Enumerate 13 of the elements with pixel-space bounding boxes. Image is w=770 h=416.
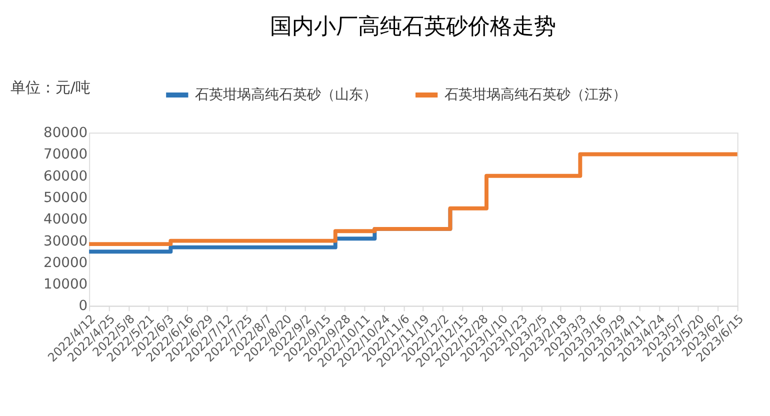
y-tick-label: 30000 — [44, 233, 88, 250]
legend-label: 石英坩埚高纯石英砂（山东） — [194, 86, 377, 103]
y-tick-label: 20000 — [44, 254, 88, 271]
y-tick-label: 0 — [78, 298, 88, 314]
legend-label: 石英坩埚高纯石英砂（江苏） — [444, 86, 626, 103]
y-tick-label: 80000 — [44, 125, 88, 142]
chart-title: 国内小厂高纯石英砂价格走势 — [270, 14, 556, 40]
y-axis-title: 单位：元/吨 — [10, 79, 90, 96]
y-tick-label: 60000 — [44, 168, 88, 184]
y-tick-label: 40000 — [44, 212, 88, 228]
y-tick-label: 70000 — [44, 146, 88, 163]
y-tick-label: 50000 — [44, 190, 88, 206]
y-tick-label: 10000 — [44, 276, 88, 293]
